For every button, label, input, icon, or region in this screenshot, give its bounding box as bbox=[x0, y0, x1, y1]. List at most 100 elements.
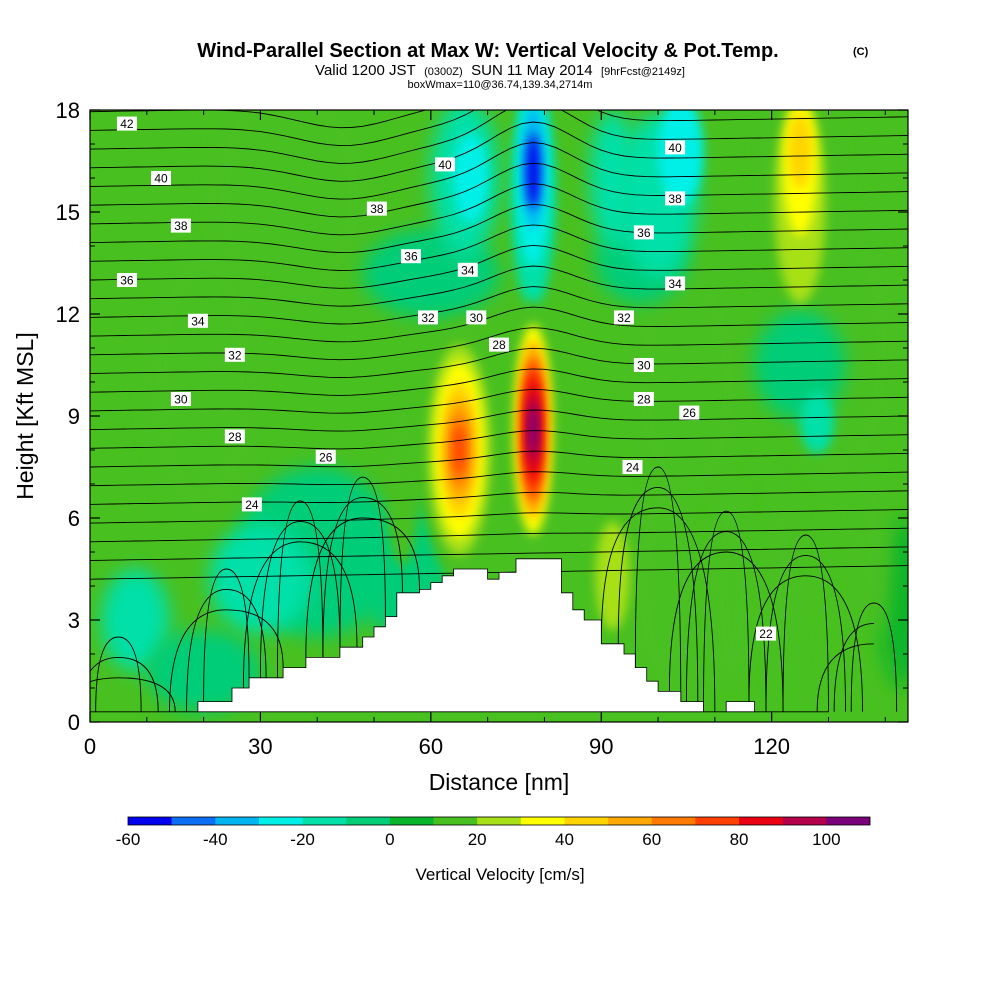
colorbar-swatch bbox=[564, 817, 609, 825]
theta-contour bbox=[90, 430, 908, 450]
theta-contour bbox=[90, 244, 908, 289]
theta-label-box bbox=[241, 497, 262, 512]
theta-label-text: 34 bbox=[191, 314, 205, 328]
theta-contour bbox=[90, 110, 908, 164]
velocity-blob bbox=[101, 569, 170, 671]
theta-contour bbox=[90, 527, 908, 543]
velocity-blob bbox=[209, 110, 369, 314]
velocity-blob bbox=[754, 310, 846, 420]
theta-contour bbox=[322, 497, 403, 658]
theta-contour bbox=[600, 507, 716, 712]
theta-label-box bbox=[187, 313, 208, 328]
colorbar-tick-label: 80 bbox=[730, 830, 749, 849]
y-tick-label: 0 bbox=[68, 710, 80, 735]
theta-contour bbox=[90, 142, 908, 200]
velocity-blob bbox=[765, 484, 801, 688]
theta-contour bbox=[90, 183, 908, 236]
theta-label-text: 28 bbox=[492, 338, 506, 352]
velocity-blob bbox=[856, 467, 891, 637]
theta-contour bbox=[90, 546, 908, 561]
theta-label: 26 bbox=[315, 449, 336, 464]
theta-contour bbox=[703, 510, 750, 712]
theta-contour bbox=[90, 409, 908, 432]
theta-label: 24 bbox=[241, 497, 262, 512]
theta-contour bbox=[90, 388, 908, 414]
theta-label-text: 34 bbox=[461, 263, 475, 277]
theta-contour bbox=[617, 486, 699, 702]
theta-label-box bbox=[613, 310, 634, 325]
colorbar-title: Vertical Velocity [cm/s] bbox=[415, 865, 584, 884]
theta-label-text: 40 bbox=[668, 141, 682, 155]
theta-label: 32 bbox=[417, 310, 438, 325]
theta-contour bbox=[90, 450, 908, 468]
theta-label: 26 bbox=[679, 405, 700, 420]
colorbar-tick-label: -60 bbox=[116, 830, 141, 849]
theta-contour bbox=[305, 517, 420, 658]
theta-label: 40 bbox=[435, 157, 456, 172]
theta-label-box bbox=[665, 140, 686, 155]
colorbar-swatch bbox=[346, 817, 391, 825]
theta-label-box bbox=[466, 310, 487, 325]
velocity-blob bbox=[709, 484, 755, 688]
theta-label-box bbox=[366, 201, 387, 216]
chart-title: Wind-Parallel Section at Max W: Vertical… bbox=[197, 40, 778, 62]
theta-contour bbox=[782, 534, 829, 712]
theta-contours bbox=[90, 110, 908, 712]
colorbar-swatch bbox=[826, 817, 871, 825]
theta-contour bbox=[90, 509, 908, 524]
theta-contour bbox=[169, 609, 284, 712]
theta-contour bbox=[90, 368, 908, 396]
theta-label-text: 22 bbox=[759, 627, 773, 641]
colorbar-tick-label: 40 bbox=[555, 830, 574, 849]
copyright-mark: (C) bbox=[853, 46, 869, 58]
theta-label-box bbox=[633, 392, 654, 406]
theta-contour bbox=[203, 568, 250, 702]
theta-label: 34 bbox=[665, 276, 686, 291]
theta-label-text: 26 bbox=[319, 450, 333, 464]
theta-contour bbox=[668, 551, 784, 712]
theta-label: 28 bbox=[489, 337, 509, 352]
velocity-blob bbox=[800, 392, 835, 454]
theta-label-box bbox=[116, 273, 137, 287]
colorbar-swatch bbox=[739, 817, 784, 825]
colorbar-tick-label: -40 bbox=[203, 830, 228, 849]
colorbar-frame bbox=[127, 816, 871, 826]
theta-label-box bbox=[633, 358, 654, 372]
velocity-blob bbox=[453, 426, 465, 474]
theta-contour bbox=[90, 203, 908, 254]
theta-label: 34 bbox=[457, 262, 478, 277]
theta-label: 38 bbox=[366, 201, 387, 216]
theta-contour bbox=[95, 636, 142, 712]
colorbar-swatch bbox=[608, 817, 653, 825]
theta-label: 30 bbox=[633, 358, 654, 373]
theta-label-text: 24 bbox=[626, 461, 640, 475]
theta-label-box bbox=[755, 626, 776, 641]
theta-contour bbox=[850, 602, 898, 712]
theta-label: 38 bbox=[665, 191, 686, 206]
terrain-mask bbox=[90, 558, 829, 713]
theta-contour bbox=[90, 265, 908, 307]
colorbar-swatch bbox=[258, 817, 303, 825]
theta-label-text: 28 bbox=[637, 393, 651, 407]
theta-label: 32 bbox=[224, 347, 245, 362]
theta-contour-labels: 42 40 38 36 34 32 30 28 26 24 38 36 34 32 30 28 40 40 38 36… bbox=[116, 116, 776, 641]
theta-label-text: 36 bbox=[404, 250, 418, 264]
theta-contour bbox=[833, 622, 874, 712]
theta-contour bbox=[242, 541, 358, 689]
theta-contour bbox=[339, 476, 386, 648]
x-tick-label: 90 bbox=[589, 734, 613, 759]
box-info-line: boxWmax=110@36.74,139.34,2714m bbox=[408, 79, 593, 91]
theta-label-box bbox=[622, 460, 643, 474]
theta-contour bbox=[748, 575, 864, 712]
x-axis-title: Distance [nm] bbox=[429, 769, 570, 795]
theta-label: 40 bbox=[151, 171, 172, 186]
theta-contour bbox=[90, 347, 908, 378]
theta-label: 24 bbox=[622, 460, 643, 475]
colorbar-tick-label: 0 bbox=[385, 830, 394, 849]
x-tick-label: 0 bbox=[84, 734, 96, 759]
theta-label-text: 38 bbox=[370, 202, 384, 216]
theta-label-box bbox=[679, 405, 700, 420]
theta-contour bbox=[816, 643, 874, 712]
theta-contour bbox=[634, 466, 682, 702]
theta-label-text: 40 bbox=[438, 158, 452, 172]
